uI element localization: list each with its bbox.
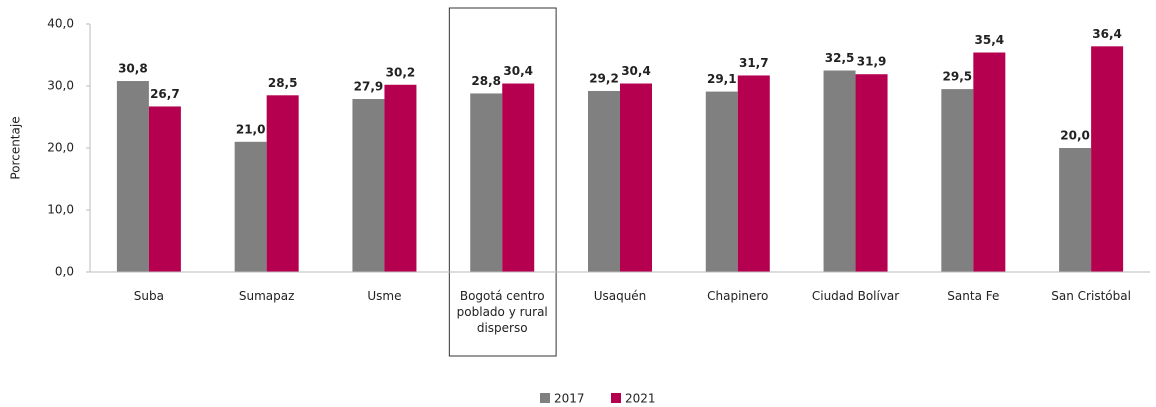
y-axis-label: Porcentaje (9, 116, 23, 179)
x-tick-label: Sumapaz (238, 289, 295, 303)
bar (116, 81, 149, 272)
bar (352, 99, 385, 273)
highlight-box (448, 7, 557, 357)
bar (1091, 46, 1124, 272)
y-tick-label: 20,0 (47, 141, 74, 155)
y-tick-label: 0,0 (55, 265, 74, 279)
y-tick-label: 40,0 (47, 17, 74, 31)
y-tick-label: 10,0 (47, 203, 74, 217)
bar (823, 70, 856, 272)
value-label: 30,8 (118, 62, 148, 76)
value-label: 35,4 (975, 33, 1005, 47)
bar (502, 83, 535, 273)
value-label: 28,8 (471, 74, 501, 88)
x-tick-label: Usaquén (593, 289, 647, 303)
x-tick-label: Chapinero (707, 289, 769, 303)
bar (941, 89, 974, 272)
bar (266, 95, 299, 272)
value-label: 31,9 (857, 55, 887, 69)
value-label: 21,0 (236, 122, 266, 136)
legend-label: 2017 (554, 392, 585, 406)
value-label: 30,4 (503, 64, 533, 78)
x-tick-label: Suba (133, 289, 164, 303)
value-label: 36,4 (1092, 27, 1122, 41)
value-label: 26,7 (150, 87, 180, 101)
legend-label: 2021 (625, 392, 656, 406)
bar (234, 141, 267, 272)
x-tick-label: Bogotá centro poblado y rural disperso (456, 289, 548, 335)
bar (737, 75, 770, 273)
value-label: 27,9 (354, 80, 384, 94)
y-tick-label: 30,0 (47, 79, 74, 93)
x-tick-label: Ciudad Bolívar (811, 289, 900, 303)
value-label: 32,5 (825, 51, 855, 65)
bar (973, 52, 1006, 272)
legend-swatch (540, 393, 550, 403)
x-tick-label: Usme (367, 289, 402, 303)
bar (384, 84, 417, 272)
value-label: 29,1 (707, 72, 737, 86)
x-tick-label: Santa Fe (947, 289, 1000, 303)
bar (855, 74, 888, 272)
legend-swatch (611, 393, 621, 403)
bar (148, 106, 181, 273)
value-label: 31,7 (739, 56, 769, 70)
value-label: 30,2 (386, 65, 416, 79)
value-label: 29,5 (943, 70, 973, 84)
value-label: 30,4 (621, 64, 651, 78)
bar (470, 93, 503, 272)
value-label: 29,2 (589, 71, 619, 85)
value-label: 28,5 (268, 76, 298, 90)
value-label: 20,0 (1060, 129, 1090, 143)
bar (588, 90, 620, 273)
bar (705, 91, 738, 272)
bar (620, 83, 652, 273)
x-tick-label: San Cristóbal (1051, 289, 1131, 303)
bar (1059, 148, 1092, 272)
